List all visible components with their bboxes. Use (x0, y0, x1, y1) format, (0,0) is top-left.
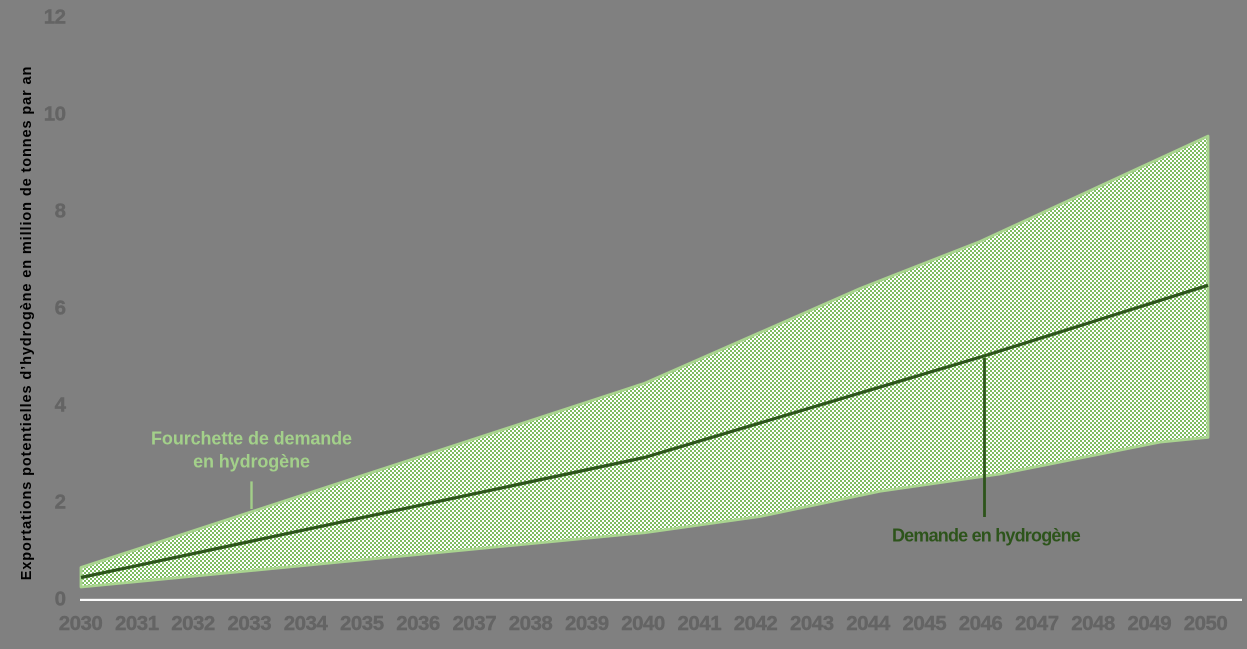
svg-text:Exportations potentielles d’hy: Exportations potentielles d’hydrogène en… (19, 66, 35, 581)
svg-text:6: 6 (55, 297, 66, 320)
svg-text:8: 8 (55, 200, 66, 223)
svg-text:2038: 2038 (509, 612, 553, 635)
svg-text:Fourchette de demande: Fourchette de demande (151, 429, 352, 449)
svg-text:4: 4 (55, 394, 67, 417)
svg-text:2034: 2034 (284, 612, 329, 635)
svg-text:2037: 2037 (452, 612, 496, 635)
svg-text:12: 12 (44, 6, 66, 29)
svg-text:2047: 2047 (1015, 612, 1059, 635)
svg-text:2033: 2033 (227, 612, 271, 635)
svg-text:2036: 2036 (396, 612, 440, 635)
svg-text:2050: 2050 (1184, 612, 1228, 635)
svg-text:2040: 2040 (621, 612, 665, 635)
svg-text:en hydrogène: en hydrogène (193, 452, 310, 472)
svg-text:2041: 2041 (677, 612, 721, 635)
svg-text:2030: 2030 (59, 612, 103, 635)
svg-text:2031: 2031 (115, 612, 159, 635)
svg-text:2035: 2035 (340, 612, 384, 635)
svg-text:2044: 2044 (846, 612, 891, 635)
svg-text:Demande en hydrogène: Demande en hydrogène (892, 526, 1081, 546)
svg-text:2048: 2048 (1071, 612, 1115, 635)
svg-text:2042: 2042 (734, 612, 778, 635)
svg-text:2049: 2049 (1127, 612, 1171, 635)
svg-text:0: 0 (55, 588, 66, 611)
svg-text:2: 2 (55, 491, 66, 514)
svg-text:2032: 2032 (171, 612, 215, 635)
svg-text:2039: 2039 (565, 612, 609, 635)
svg-text:2046: 2046 (959, 612, 1003, 635)
svg-text:10: 10 (44, 103, 66, 126)
svg-text:2043: 2043 (790, 612, 834, 635)
svg-text:2045: 2045 (902, 612, 946, 635)
